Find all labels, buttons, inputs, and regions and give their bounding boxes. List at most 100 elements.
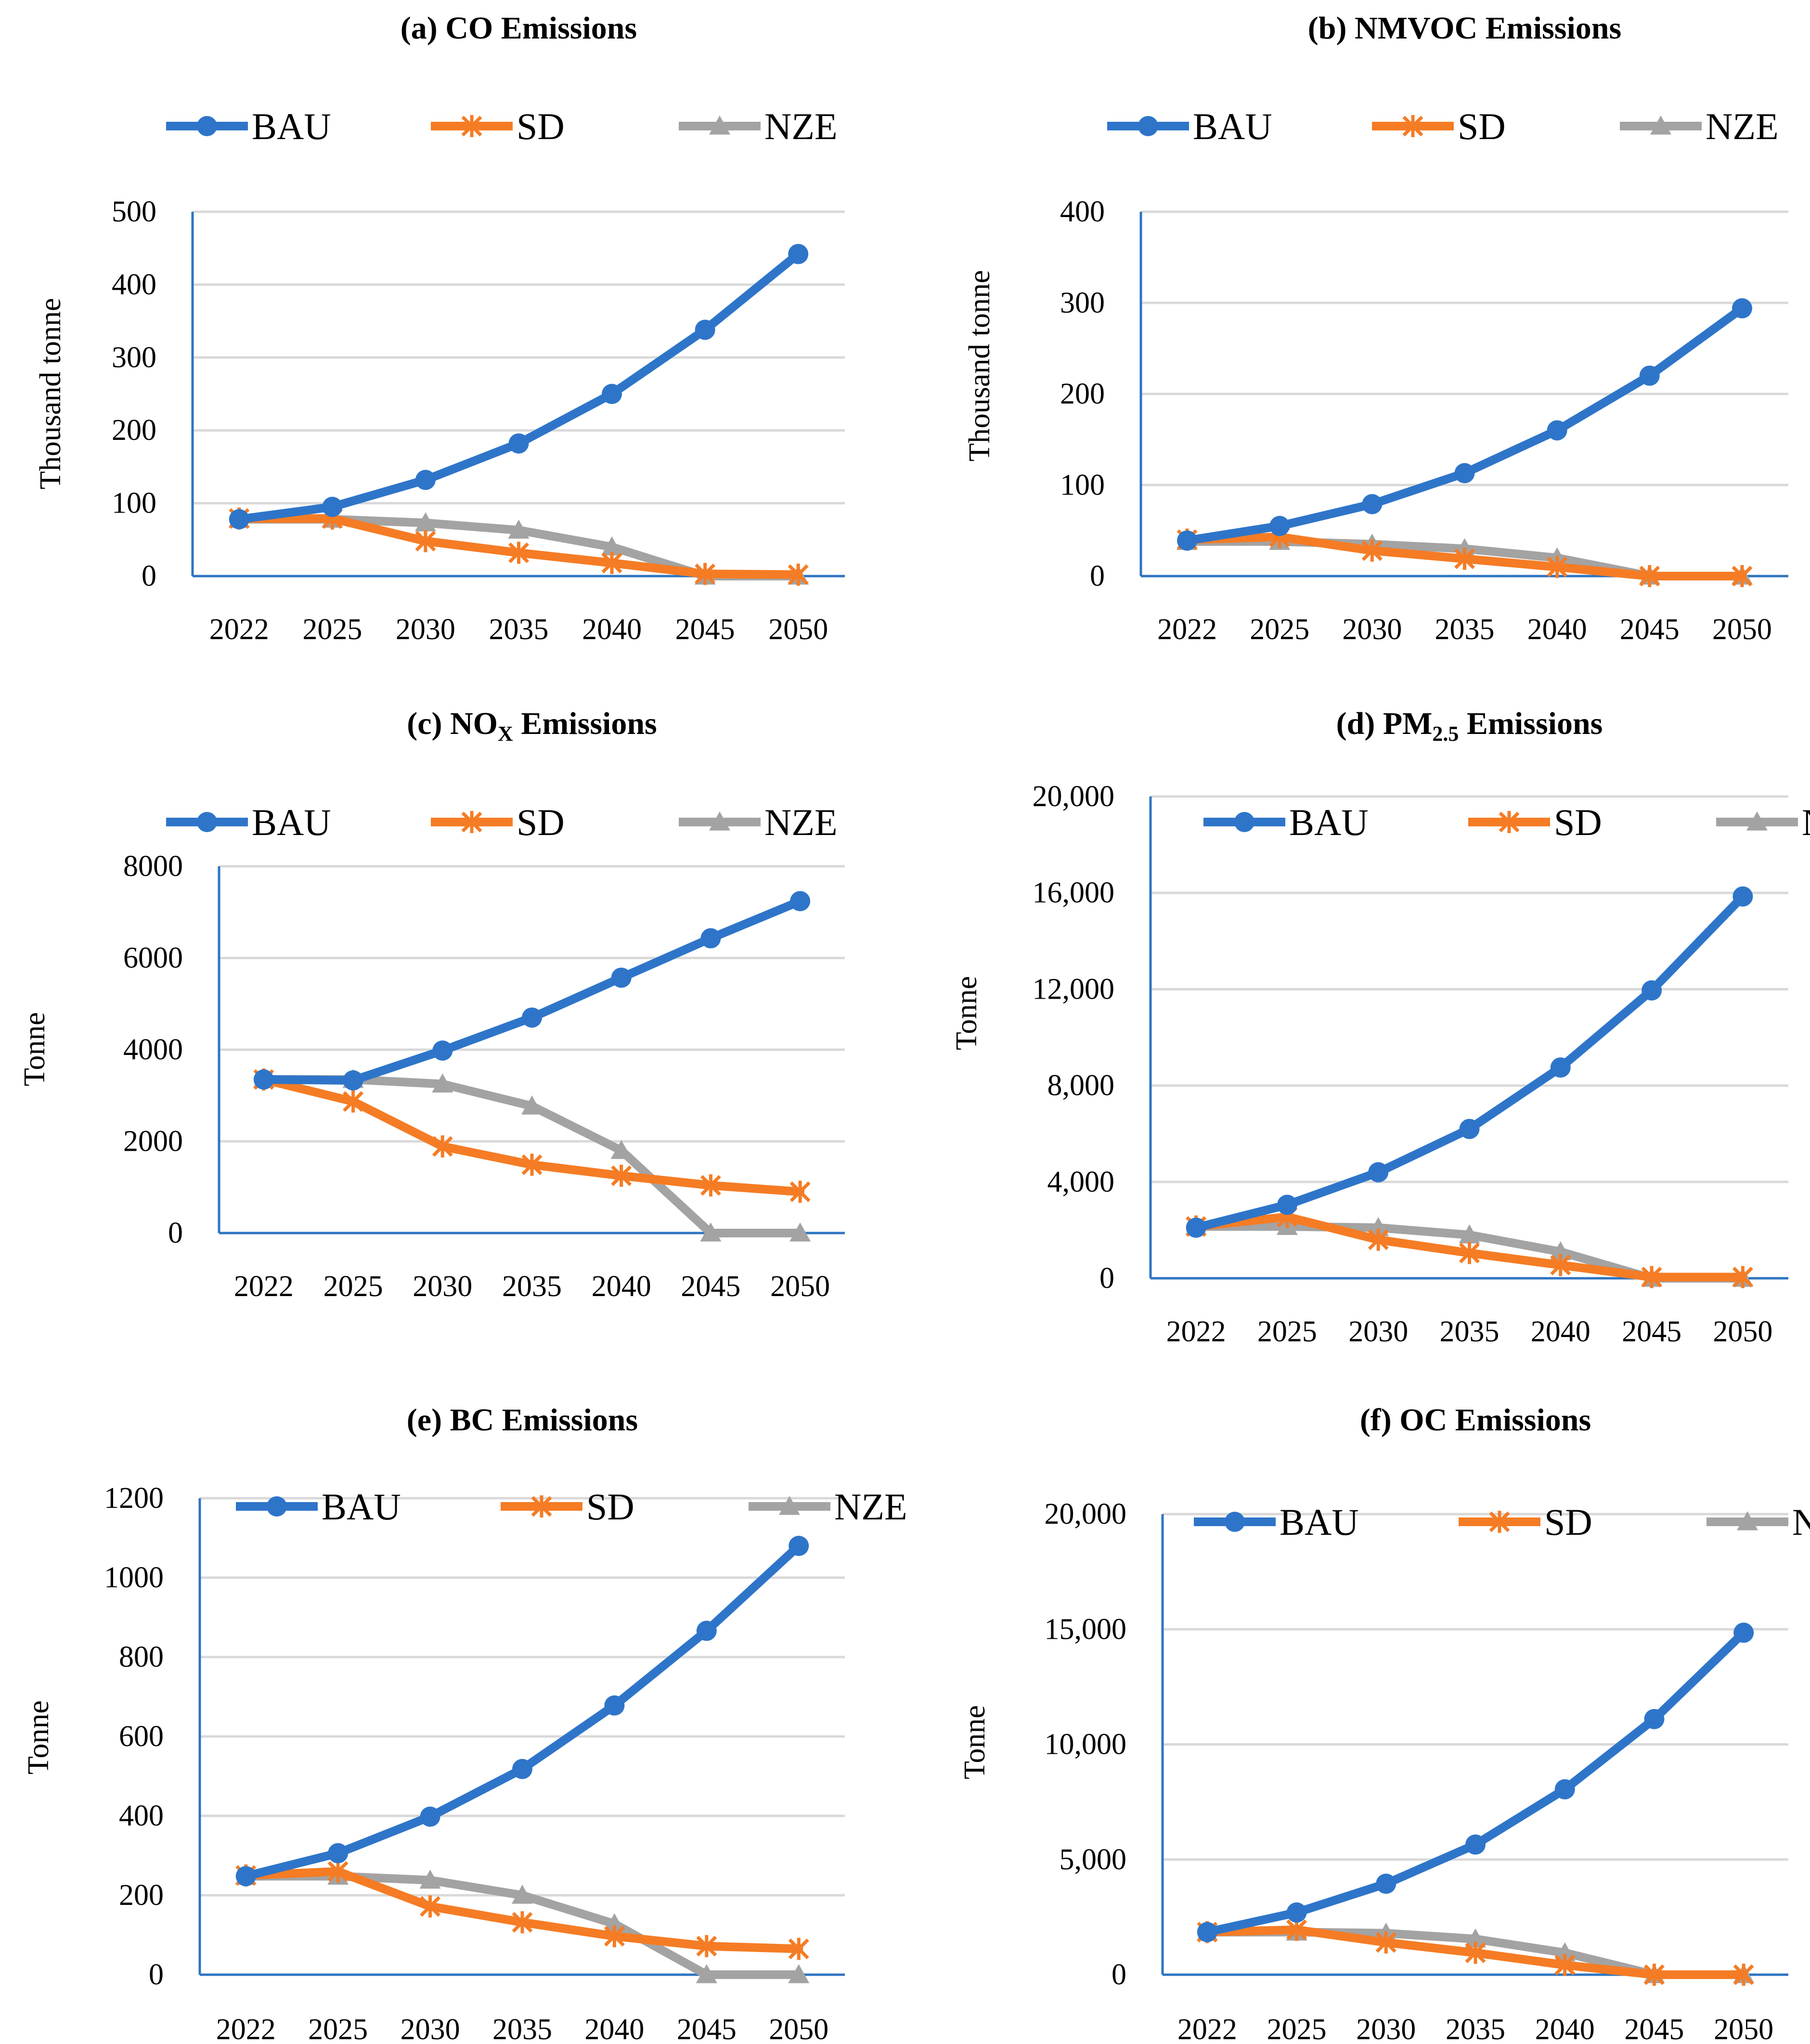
data-point-sd — [601, 552, 622, 574]
data-point-bau — [1197, 1922, 1217, 1942]
chart-title: (f) OC Emissions — [1360, 1402, 1591, 1438]
data-point-sd — [327, 1860, 349, 1883]
data-point-bau — [512, 1759, 532, 1779]
data-point-bau — [432, 1040, 453, 1061]
data-point-nze — [1459, 1224, 1480, 1244]
legend-label-nze: NZE — [1706, 105, 1779, 147]
data-point-sd — [1643, 1964, 1665, 1986]
legend-marker-nze — [709, 116, 730, 135]
data-point-bau — [229, 509, 249, 529]
x-tick-label: 2050 — [769, 2013, 828, 2044]
data-point-bau — [604, 1695, 625, 1716]
x-tick-label: 2045 — [1622, 1315, 1681, 1348]
data-point-sd — [512, 1911, 533, 1934]
data-point-sd — [420, 1895, 441, 1918]
y-tick-label: 1200 — [104, 1482, 164, 1515]
x-tick-label: 2022 — [209, 613, 269, 646]
y-tick-label: 800 — [119, 1641, 164, 1673]
data-point-nze — [1368, 1217, 1389, 1236]
data-point-nze — [700, 1222, 722, 1242]
y-tick-label: 10,000 — [1045, 1728, 1127, 1761]
legend-label-sd: SD — [1554, 801, 1602, 843]
data-point-sd — [695, 563, 716, 585]
y-tick-label: 0 — [1099, 1262, 1114, 1295]
y-tick-label: 400 — [119, 1800, 164, 1832]
data-point-sd — [1361, 540, 1383, 562]
legend-label-sd: SD — [517, 801, 565, 843]
legend-marker-nze — [1746, 811, 1768, 831]
y-axis-label: Tonne — [950, 976, 983, 1050]
data-point-sd — [700, 1174, 721, 1196]
legend-marker-sd — [1499, 811, 1520, 833]
data-point-bau — [1644, 1709, 1665, 1729]
x-tick-label: 2040 — [1531, 1315, 1590, 1348]
y-tick-label: 0 — [1112, 1958, 1126, 1991]
data-point-bau — [1362, 494, 1383, 514]
data-point-nze — [414, 512, 436, 532]
legend: BAU SD NZE — [1203, 801, 1810, 843]
data-point-nze — [601, 536, 623, 556]
y-tick-label: 15,000 — [1045, 1613, 1127, 1645]
data-point-nze — [512, 1885, 533, 1904]
legend: BAU SD NZE — [166, 105, 838, 147]
legend-label-bau: BAU — [252, 105, 331, 147]
legend-marker-nze — [1737, 1511, 1758, 1530]
x-tick-label: 2040 — [1535, 2013, 1595, 2044]
data-point-bau — [1376, 1873, 1396, 1894]
x-tick-label: 2045 — [1624, 2013, 1684, 2044]
data-point-sd — [415, 530, 436, 553]
series-line-bau — [1183, 304, 1746, 545]
data-point-sd — [1732, 565, 1753, 587]
data-point-bau — [415, 470, 436, 490]
data-point-sd — [604, 1925, 625, 1947]
data-point-nze — [419, 1869, 441, 1889]
data-point-nze — [604, 1913, 625, 1932]
chart-panel-b: (b) NMVOC Emissions 0 100 200 300 400 Thousand… — [963, 11, 1788, 646]
legend-marker-bau — [1138, 116, 1158, 136]
x-tick-label: 2022 — [234, 1270, 294, 1303]
chart-title: (a) CO Emissions — [401, 11, 637, 46]
x-tick-label: 2040 — [1527, 613, 1587, 646]
data-point-bau — [788, 244, 809, 264]
data-point-bau — [1368, 1162, 1389, 1183]
data-point-sd — [696, 1935, 717, 1957]
x-tick-label: 2030 — [1356, 2013, 1416, 2044]
data-point-sd — [789, 1181, 811, 1203]
x-tick-label: 2022 — [1166, 1315, 1226, 1348]
data-point-nze — [789, 1222, 811, 1242]
data-point-bau — [1554, 1779, 1575, 1800]
x-tick-label: 2025 — [302, 613, 362, 646]
x-tick-label: 2025 — [323, 1270, 383, 1303]
legend-marker-sd — [461, 811, 482, 833]
x-tick-label: 2025 — [1267, 2013, 1327, 2044]
x-tick-label: 2040 — [584, 2013, 644, 2044]
legend-label-nze: NZE — [1802, 801, 1810, 843]
data-point-bau — [611, 967, 632, 988]
y-tick-label: 600 — [119, 1720, 164, 1753]
x-tick-label: 2050 — [770, 1270, 830, 1303]
y-axis-label: Tonne — [18, 1012, 51, 1086]
x-tick-label: 2030 — [1348, 1315, 1408, 1348]
legend-marker-sd — [1402, 115, 1423, 137]
data-point-sd — [521, 1154, 543, 1176]
data-point-nze — [610, 1140, 632, 1159]
data-point-nze — [788, 1964, 810, 1983]
x-tick-label: 2022 — [216, 2013, 276, 2044]
legend-label-sd: SD — [517, 105, 565, 147]
data-point-bau — [1269, 515, 1290, 536]
legend-label-sd: SD — [1544, 1501, 1592, 1543]
y-tick-label: 6000 — [123, 942, 183, 975]
y-axis-label: Tonne — [22, 1700, 55, 1774]
data-point-nze — [508, 519, 530, 539]
legend-label-bau: BAU — [252, 801, 331, 843]
y-tick-label: 2000 — [123, 1125, 183, 1158]
legend: BAU SD NZE — [236, 1486, 907, 1528]
data-point-bau — [1286, 1902, 1307, 1923]
data-point-sd — [1639, 565, 1660, 587]
chart-panel-a: (a) CO Emissions 0 100 200 300 400 500 Thousand… — [34, 11, 845, 646]
legend-marker-bau — [1234, 812, 1254, 832]
chart-panel-e: (e) BC Emissions 0 200 400 600 800 1000 1200 Ton… — [22, 1402, 907, 2044]
chart-title: (b) NMVOC Emissions — [1308, 11, 1621, 46]
legend-label-bau: BAU — [1280, 1501, 1359, 1543]
chart-title: (d) PM2.5 Emissions — [1336, 706, 1603, 746]
